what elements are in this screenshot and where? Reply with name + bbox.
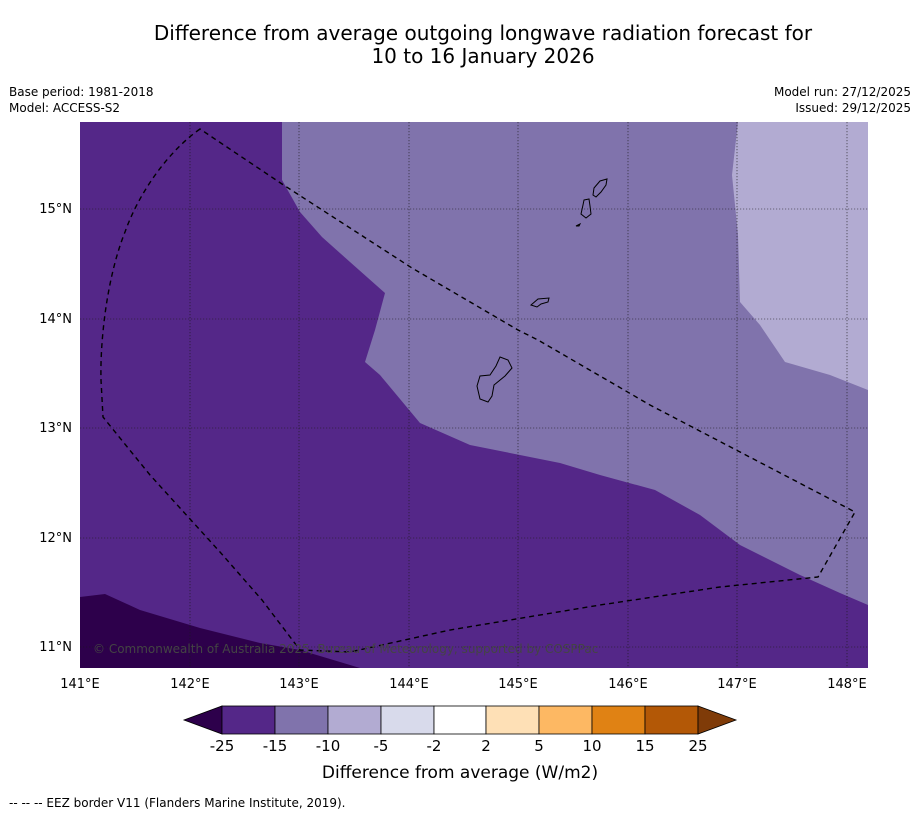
lat-label-13: 13°N	[39, 421, 72, 436]
lat-label-15: 15°N	[39, 202, 72, 217]
eez-footnote: -- -- -- EEZ border V11 (Flanders Marine…	[9, 796, 346, 810]
colorbar-swatch-1	[221, 705, 276, 735]
model-run: Model run: 27/12/2025	[773, 85, 911, 99]
lon-label-147: 147°E	[717, 677, 757, 692]
colorbar-swatch-9	[644, 705, 699, 735]
cb-tick-5: -2	[427, 737, 442, 755]
aguijan-island	[575, 222, 582, 227]
map-figure: © Commonwealth of Australia 2025, Bureau…	[39, 122, 868, 783]
chart-title: Difference from average outgoing longwav…	[0, 22, 919, 68]
colorbar-swatch-5	[433, 705, 487, 735]
cb-tick-3: -10	[316, 737, 341, 755]
colorbar-ticks: -25 -15 -10 -5 -2 2 5 10 15 25	[210, 737, 708, 755]
cb-tick-10: 25	[688, 737, 707, 755]
colorbar-label: Difference from average (W/m2)	[322, 763, 598, 783]
anomaly-band-weak	[732, 122, 868, 390]
cb-tick-1: -25	[210, 737, 235, 755]
colorbar-swatch-7	[538, 705, 593, 735]
base-period: Base period: 1981-2018	[9, 85, 154, 99]
colorbar-swatch-8	[591, 705, 646, 735]
cb-tick-2: -15	[263, 737, 288, 755]
eez-border	[100, 128, 856, 653]
colorbar-swatch-3	[327, 705, 382, 735]
issued-date: Issued: 29/12/2025	[795, 101, 911, 115]
tinian-island	[580, 198, 592, 219]
colorbar-swatch-4	[380, 705, 435, 735]
rota-island	[530, 297, 550, 308]
lon-label-145: 145°E	[498, 677, 538, 692]
cb-tick-4: -5	[374, 737, 389, 755]
lat-label-12: 12°N	[39, 531, 72, 546]
model-name: Model: ACCESS-S2	[9, 101, 121, 115]
lon-label-143: 143°E	[279, 677, 319, 692]
cb-tick-7: 5	[534, 737, 544, 755]
copyright-text: © Commonwealth of Australia 2025, Bureau…	[93, 642, 598, 656]
colorbar-swatch-2	[274, 705, 329, 735]
cb-tick-8: 10	[582, 737, 601, 755]
title-line-2: 10 to 16 January 2026	[371, 44, 595, 68]
colorbar-extend-low	[182, 705, 223, 735]
anomaly-band-extreme	[80, 594, 360, 668]
meta-right: Model run: 27/12/2025 Issued: 29/12/2025	[774, 84, 911, 116]
title-line-1: Difference from average outgoing longwav…	[153, 21, 813, 45]
colorbar-swatch-6	[485, 705, 540, 735]
meta-left: Base period: 1981-2018 Model: ACCESS-S2	[9, 84, 154, 116]
lat-label-14: 14°N	[39, 312, 72, 327]
saipan-island	[592, 178, 608, 198]
lon-label-146: 146°E	[608, 677, 648, 692]
colorbar-extend-high	[697, 705, 738, 735]
map-panel: © Commonwealth of Australia 2025, Bureau…	[80, 122, 868, 668]
lon-label-141: 141°E	[60, 677, 100, 692]
guam-island	[476, 356, 513, 403]
island-outlines	[476, 178, 608, 403]
lat-label-11: 11°N	[39, 640, 72, 655]
colorbar	[182, 705, 738, 735]
cb-tick-6: 2	[481, 737, 491, 755]
anomaly-band-moderate	[282, 122, 868, 605]
axis-labels: 141°E 142°E 143°E 144°E 145°E 146°E 147°…	[39, 202, 867, 692]
cb-tick-9: 15	[635, 737, 654, 755]
lon-label-144: 144°E	[389, 677, 429, 692]
lon-label-148: 148°E	[827, 677, 867, 692]
graticule	[80, 122, 868, 668]
lon-label-142: 142°E	[170, 677, 210, 692]
